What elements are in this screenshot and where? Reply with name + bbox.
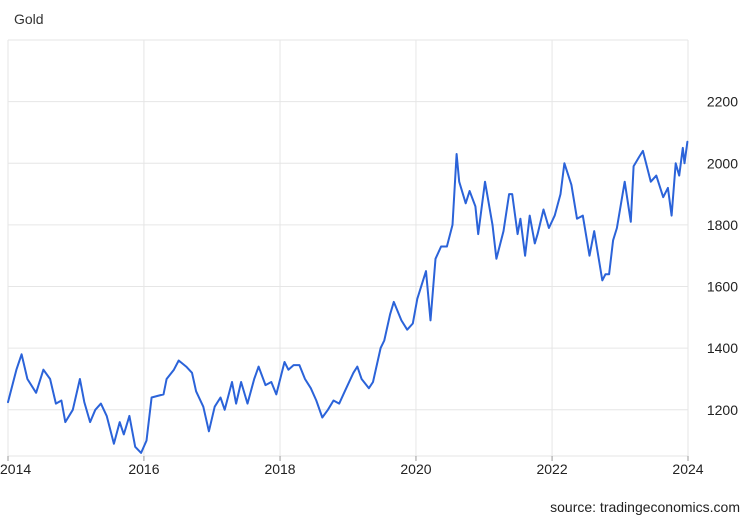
source-credit: source: tradingeconomics.com [550, 499, 740, 515]
chart-grid [7, 39, 689, 457]
x-tick-label: 2024 [672, 461, 703, 477]
x-axis: 2014 2016 2018 2020 2022 2024 [0, 456, 704, 477]
y-tick-label: 2200 [707, 94, 738, 110]
y-tick-label: 1200 [707, 402, 738, 418]
series-line-gold [7, 140, 689, 454]
x-tick-label: 2018 [264, 461, 295, 477]
x-tick-label: 2020 [400, 461, 431, 477]
y-axis: 1200 1400 1600 1800 2000 2200 [707, 94, 738, 418]
chart-title: Gold [14, 11, 44, 27]
y-tick-label: 1400 [707, 340, 738, 356]
y-tick-label: 1600 [707, 279, 738, 295]
y-tick-label: 1800 [707, 217, 738, 233]
y-tick-label: 2000 [707, 155, 738, 171]
x-tick-label: 2014 [0, 461, 31, 477]
x-tick-label: 2016 [128, 461, 159, 477]
x-tick-label: 2022 [536, 461, 567, 477]
